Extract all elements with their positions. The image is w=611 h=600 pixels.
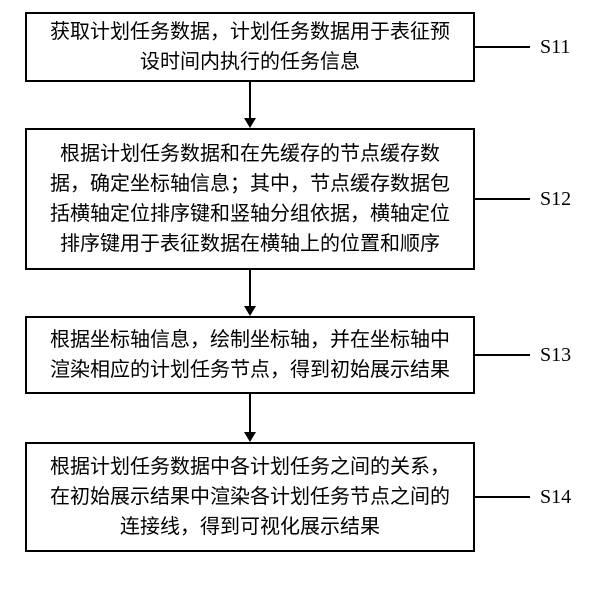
step-label-s12: S12 bbox=[540, 188, 571, 211]
step-tick-s11 bbox=[475, 46, 530, 48]
step-text: 根据计划任务数据中各计划任务之间的关系，在初始展示结果中渲染各计划任务节点之间的… bbox=[41, 452, 459, 542]
step-text: 获取计划任务数据，计划任务数据用于表征预设时间内执行的任务信息 bbox=[41, 17, 459, 77]
step-label-s11: S11 bbox=[540, 36, 570, 59]
step-tick-s12 bbox=[475, 198, 530, 200]
flowchart-step-s12: 根据计划任务数据和在先缓存的节点缓存数据，确定坐标轴信息；其中，节点缓存数据包括… bbox=[25, 128, 475, 270]
arrowhead-icon bbox=[244, 306, 256, 316]
connector-s13-s14 bbox=[249, 394, 251, 432]
connector-s12-s13 bbox=[249, 270, 251, 306]
step-tick-s14 bbox=[475, 496, 530, 498]
step-text: 根据坐标轴信息，绘制坐标轴，并在坐标轴中渲染相应的计划任务节点，得到初始展示结果 bbox=[41, 325, 459, 385]
flowchart-step-s11: 获取计划任务数据，计划任务数据用于表征预设时间内执行的任务信息 bbox=[25, 12, 475, 82]
step-label-s14: S14 bbox=[540, 486, 571, 509]
step-tick-s13 bbox=[475, 354, 530, 356]
step-text: 根据计划任务数据和在先缓存的节点缓存数据，确定坐标轴信息；其中，节点缓存数据包括… bbox=[41, 139, 459, 259]
step-label-s13: S13 bbox=[540, 344, 571, 367]
flowchart-container: 获取计划任务数据，计划任务数据用于表征预设时间内执行的任务信息 S11 根据计划… bbox=[0, 0, 611, 600]
arrowhead-icon bbox=[244, 432, 256, 442]
arrowhead-icon bbox=[244, 118, 256, 128]
flowchart-step-s14: 根据计划任务数据中各计划任务之间的关系，在初始展示结果中渲染各计划任务节点之间的… bbox=[25, 442, 475, 552]
connector-s11-s12 bbox=[249, 82, 251, 118]
flowchart-step-s13: 根据坐标轴信息，绘制坐标轴，并在坐标轴中渲染相应的计划任务节点，得到初始展示结果 bbox=[25, 316, 475, 394]
